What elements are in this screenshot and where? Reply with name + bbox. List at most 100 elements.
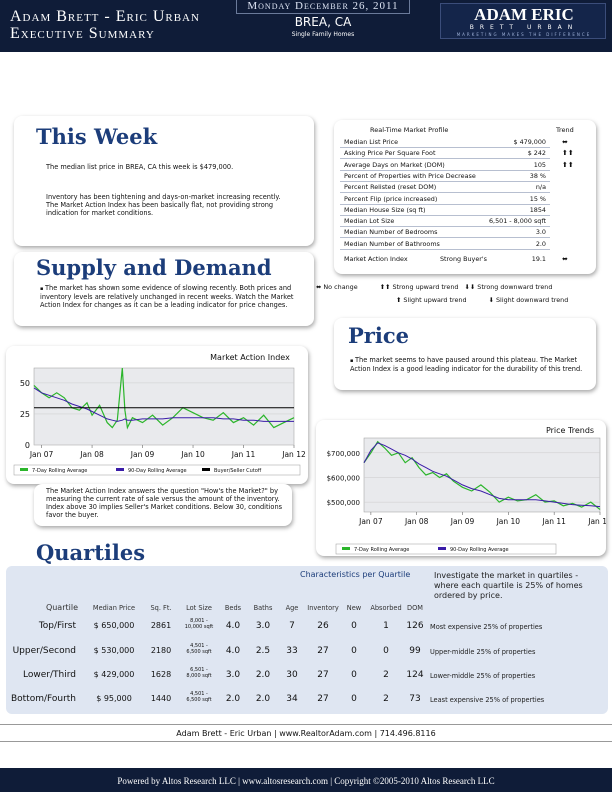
inventory-value: 26: [317, 621, 329, 631]
profile-row-label: Average Days on Market (DOM): [344, 160, 445, 169]
powered-by-footer: Powered by Altos Research LLC | www.alto…: [0, 768, 612, 792]
series-line-2: [33, 387, 294, 422]
y-tick-label: 50: [20, 379, 30, 388]
absorbed-column-header: Absorbed: [370, 604, 402, 612]
new-value: 0: [351, 694, 357, 704]
profile-row: Percent Relisted (reset DOM) n/a: [340, 182, 550, 194]
sqft-value: 2180: [150, 646, 172, 655]
mai-value: 19.1: [531, 255, 546, 263]
baths-value: 2.0: [255, 694, 271, 704]
baths-value: 3.0: [255, 621, 271, 631]
mai-trend-icon: ⬌: [562, 255, 568, 263]
profile-row: Median List Price $ 479,000: [340, 137, 550, 148]
supply-demand-text: The market has shown some evidence of sl…: [40, 284, 302, 309]
legend-swatch: [116, 468, 124, 471]
inventory-value: 27: [317, 694, 329, 704]
legend-label: 90-Day Rolling Average: [128, 468, 187, 474]
profile-row: Percent Flip (price increased) 15 %: [340, 194, 550, 205]
median-price-text: The median list price in BREA, CA this w…: [46, 163, 234, 171]
profile-row-label: Percent Relisted (reset DOM): [344, 183, 437, 192]
profile-row-value: n/a: [535, 183, 546, 192]
inventory-value: 27: [317, 646, 329, 656]
plot-area: [33, 367, 295, 446]
quartile-description: Upper-middle 25% of properties: [430, 648, 536, 656]
inventory-text: Inventory has been tightening and days-o…: [46, 193, 281, 217]
baths-column-header: Baths: [253, 604, 273, 612]
lot-size-line2: 8,000 sqft: [186, 673, 212, 679]
x-tick-label: Jan 07: [358, 517, 383, 526]
quartiles-intro: Investigate the market in quartiles - wh…: [434, 571, 583, 600]
profile-row-value: 6,501 - 8,000 sqft: [488, 217, 546, 226]
profile-row-label: Median List Price: [344, 138, 399, 146]
lot-size-line1: 4,501 -: [190, 643, 208, 649]
sqft-value: 1440: [150, 694, 172, 703]
new-value: 0: [351, 621, 357, 631]
sqft-value: 1628: [150, 670, 172, 679]
profile-header: Real-Time Market Profile Trend: [340, 124, 588, 136]
logo-tagline: MARKETING MAKES THE DIFFERENCE: [456, 32, 592, 37]
profile-row-value: 3.0: [535, 228, 546, 237]
x-tick-label: Jan 07: [29, 450, 54, 459]
strong-down-icon: ⬇⬇: [464, 283, 476, 291]
profile-row: Median House Size (sq ft) 1854: [340, 205, 550, 216]
profile-row-label: Asking Price Per Square Foot: [344, 149, 436, 158]
quartile-name: Top/First: [38, 621, 76, 631]
plot-area: [363, 437, 601, 513]
beds-value: 3.0: [225, 670, 241, 680]
market-action-index-chart: Market Action Index 0 25 50 Jan 07 Jan 08 Jan …: [13, 353, 306, 476]
beds-value: 4.0: [225, 646, 241, 656]
report-title-line1: Adam Brett - Eric Urban: [10, 8, 200, 25]
quartiles-title: Quartiles: [36, 540, 146, 565]
absorbed-value: 1: [383, 621, 389, 631]
strong-up-icon: ⬆⬆: [379, 283, 391, 291]
report-date: Monday December 26, 2011: [236, 0, 410, 14]
trend-legend-row1: ⬌ No change ⬆⬆ Strong upward trend ⬇⬇ St…: [316, 283, 606, 291]
profile-row-label: Median House Size (sq ft): [344, 205, 426, 214]
median_price-column-header: Median Price: [92, 604, 136, 612]
property-type-label: Single Family Homes: [291, 31, 355, 38]
price-title: Price: [348, 323, 409, 348]
median_price-value: $ 650,000: [93, 621, 135, 630]
profile-row: Percent of Properties with Price Decreas…: [340, 171, 550, 182]
quartile-name: Bottom/Fourth: [10, 694, 76, 704]
mai-condition: Strong Buyer's: [440, 255, 487, 263]
age-value: 7: [289, 621, 295, 631]
lot-column-header: Lot Size: [186, 604, 212, 612]
profile-row: Median Number of Bedrooms 3.0: [340, 227, 550, 239]
no-change-label: No change: [323, 283, 358, 291]
trend-legend-row2: ⬆ Slight upward trend ⬇ Slight downward …: [396, 296, 606, 304]
dom-column-header: DOM: [407, 604, 423, 612]
inventory-column-header: Inventory: [307, 604, 339, 612]
slight-down-label: Slight downward trend: [496, 296, 569, 304]
series-line-2: [363, 442, 601, 508]
price-text: The market seems to have paused around t…: [350, 356, 588, 373]
absorbed-value: 2: [383, 694, 389, 704]
profile-row-trend-icon: ⬌: [562, 138, 568, 146]
age-column-header: Age: [285, 604, 299, 612]
y-tick-label: $500,000: [327, 499, 360, 507]
profile-row-label: Median Number of Bedrooms: [344, 228, 438, 237]
x-tick-label: Jan 11: [541, 517, 566, 526]
profile-row: Median Number of Bathrooms 2.0: [340, 239, 550, 250]
y-tick-label: 0: [25, 441, 30, 450]
chart-legend: 7-Day Rolling Average 90-Day Rolling Aver…: [335, 543, 557, 555]
trend-header: Trend: [556, 126, 574, 134]
profile-title: Real-Time Market Profile: [370, 126, 449, 134]
beds-value: 4.0: [225, 621, 241, 631]
profile-row-trend-icon: ⬆⬆: [562, 160, 574, 169]
new-value: 0: [351, 646, 357, 656]
quartiles-panel: [6, 566, 608, 714]
market-profile-panel: [334, 120, 596, 274]
lot-size-line2: 6,500 sqft: [186, 649, 212, 655]
profile-row: Asking Price Per Square Foot $ 242: [340, 148, 550, 160]
legend-swatch: [438, 547, 446, 550]
profile-row-value: $ 479,000: [513, 138, 546, 146]
logo-main-text: ADAM ERIC: [474, 5, 574, 24]
inventory-value: 27: [317, 670, 329, 680]
lot-size-line2: 6,500 sqft: [186, 697, 212, 703]
profile-row-value: 105: [533, 160, 546, 169]
dom-value: 73: [409, 694, 421, 704]
y-tick-label: 25: [20, 410, 30, 419]
baths-value: 2.0: [255, 670, 271, 680]
profile-row: Average Days on Market (DOM) 105: [340, 160, 550, 171]
